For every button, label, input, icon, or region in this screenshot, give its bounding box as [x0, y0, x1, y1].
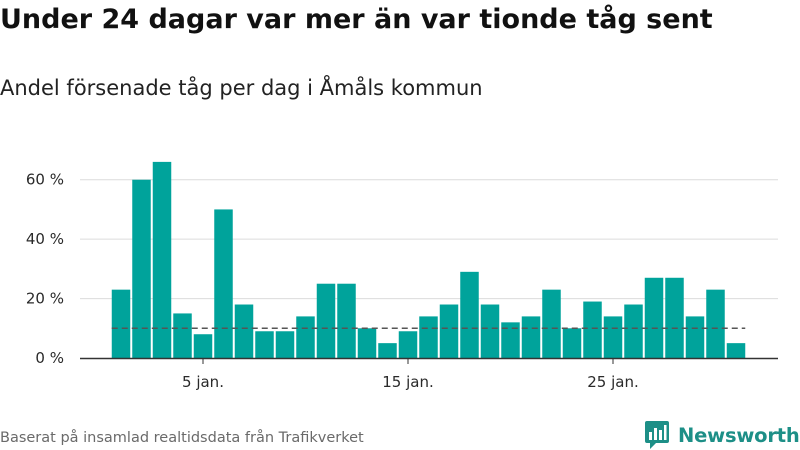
bar: [152, 161, 172, 358]
bar: [316, 283, 336, 358]
bar: [624, 304, 643, 358]
bar: [542, 289, 561, 358]
y-tick-label: 40 %: [26, 230, 64, 248]
x-tick-label: 15 jan.: [382, 373, 434, 391]
bar: [378, 343, 397, 358]
chart-title: Under 24 dagar var mer än var tionde tåg…: [0, 4, 713, 35]
bar: [337, 283, 356, 358]
bar: [439, 304, 459, 358]
brand-logo: Newsworthy: [644, 420, 800, 450]
brand-name: Newsworthy: [678, 423, 800, 447]
bar-chart: 0 % 20 % 40 % 60 % 5 jan. 15 jan. 25 jan.: [26, 161, 778, 391]
bar: [583, 301, 602, 358]
bar: [480, 304, 500, 358]
bar: [726, 343, 746, 358]
bar: [234, 304, 254, 358]
y-tick-label: 60 %: [26, 171, 64, 189]
bar: [275, 331, 295, 358]
bar: [173, 313, 192, 358]
bar: [603, 316, 623, 358]
bar: [685, 316, 705, 358]
bar: [521, 316, 541, 358]
x-tick-label: 5 jan.: [182, 373, 224, 391]
bar: [214, 209, 233, 358]
bar: [644, 277, 664, 358]
x-tick-label: 25 jan.: [587, 373, 639, 391]
newsworthy-logo-icon: [645, 421, 669, 449]
bar: [562, 328, 582, 358]
bar: [460, 271, 479, 358]
bars: [111, 161, 746, 358]
bar: [255, 331, 274, 358]
bar: [398, 331, 418, 358]
bar: [419, 316, 438, 358]
bar: [501, 322, 520, 358]
bar: [665, 277, 684, 358]
source-note: Baserat på insamlad realtidsdata från Tr…: [0, 430, 364, 446]
bar: [193, 334, 213, 358]
y-tick-label: 20 %: [26, 290, 64, 308]
axes: 0 % 20 % 40 % 60 % 5 jan. 15 jan. 25 jan.: [26, 171, 778, 391]
y-tick-label: 0 %: [35, 349, 64, 367]
bar: [132, 179, 151, 358]
bar: [296, 316, 315, 358]
bar: [357, 328, 377, 358]
bar: [111, 289, 131, 358]
chart-subtitle: Andel försenade tåg per dag i Åmåls komm…: [0, 76, 483, 100]
bar: [706, 289, 725, 358]
